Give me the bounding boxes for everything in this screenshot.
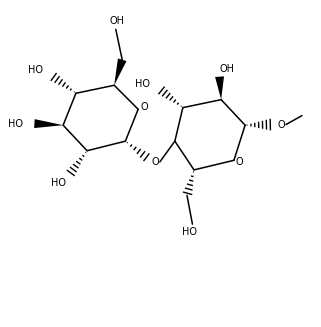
Text: O: O [277, 120, 285, 129]
Text: O: O [236, 157, 244, 167]
Text: HO: HO [135, 79, 151, 89]
Text: HO: HO [182, 227, 197, 237]
Polygon shape [215, 77, 224, 100]
Text: O: O [151, 157, 159, 167]
Text: OH: OH [219, 64, 234, 74]
Text: HO: HO [8, 119, 23, 129]
Text: O: O [140, 102, 148, 112]
Text: HO: HO [28, 65, 43, 75]
Text: OH: OH [110, 16, 125, 26]
Polygon shape [114, 59, 126, 85]
Text: HO: HO [51, 178, 66, 188]
Polygon shape [34, 119, 63, 128]
